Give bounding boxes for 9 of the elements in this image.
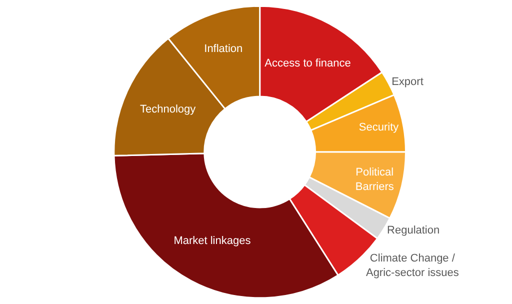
slice-label: Climate Change / Agric-sector issues — [366, 252, 460, 279]
slice-label: Technology — [140, 104, 196, 116]
slice-label: Regulation — [387, 224, 440, 236]
slice-label: Inflation — [204, 42, 243, 55]
slice-label: Export — [392, 76, 424, 88]
slice-label: Political Barriers — [355, 166, 394, 193]
slice-label: Security — [358, 122, 400, 134]
slice-label: Access to finance — [264, 57, 351, 70]
slice-label: Market linkages — [174, 234, 252, 247]
